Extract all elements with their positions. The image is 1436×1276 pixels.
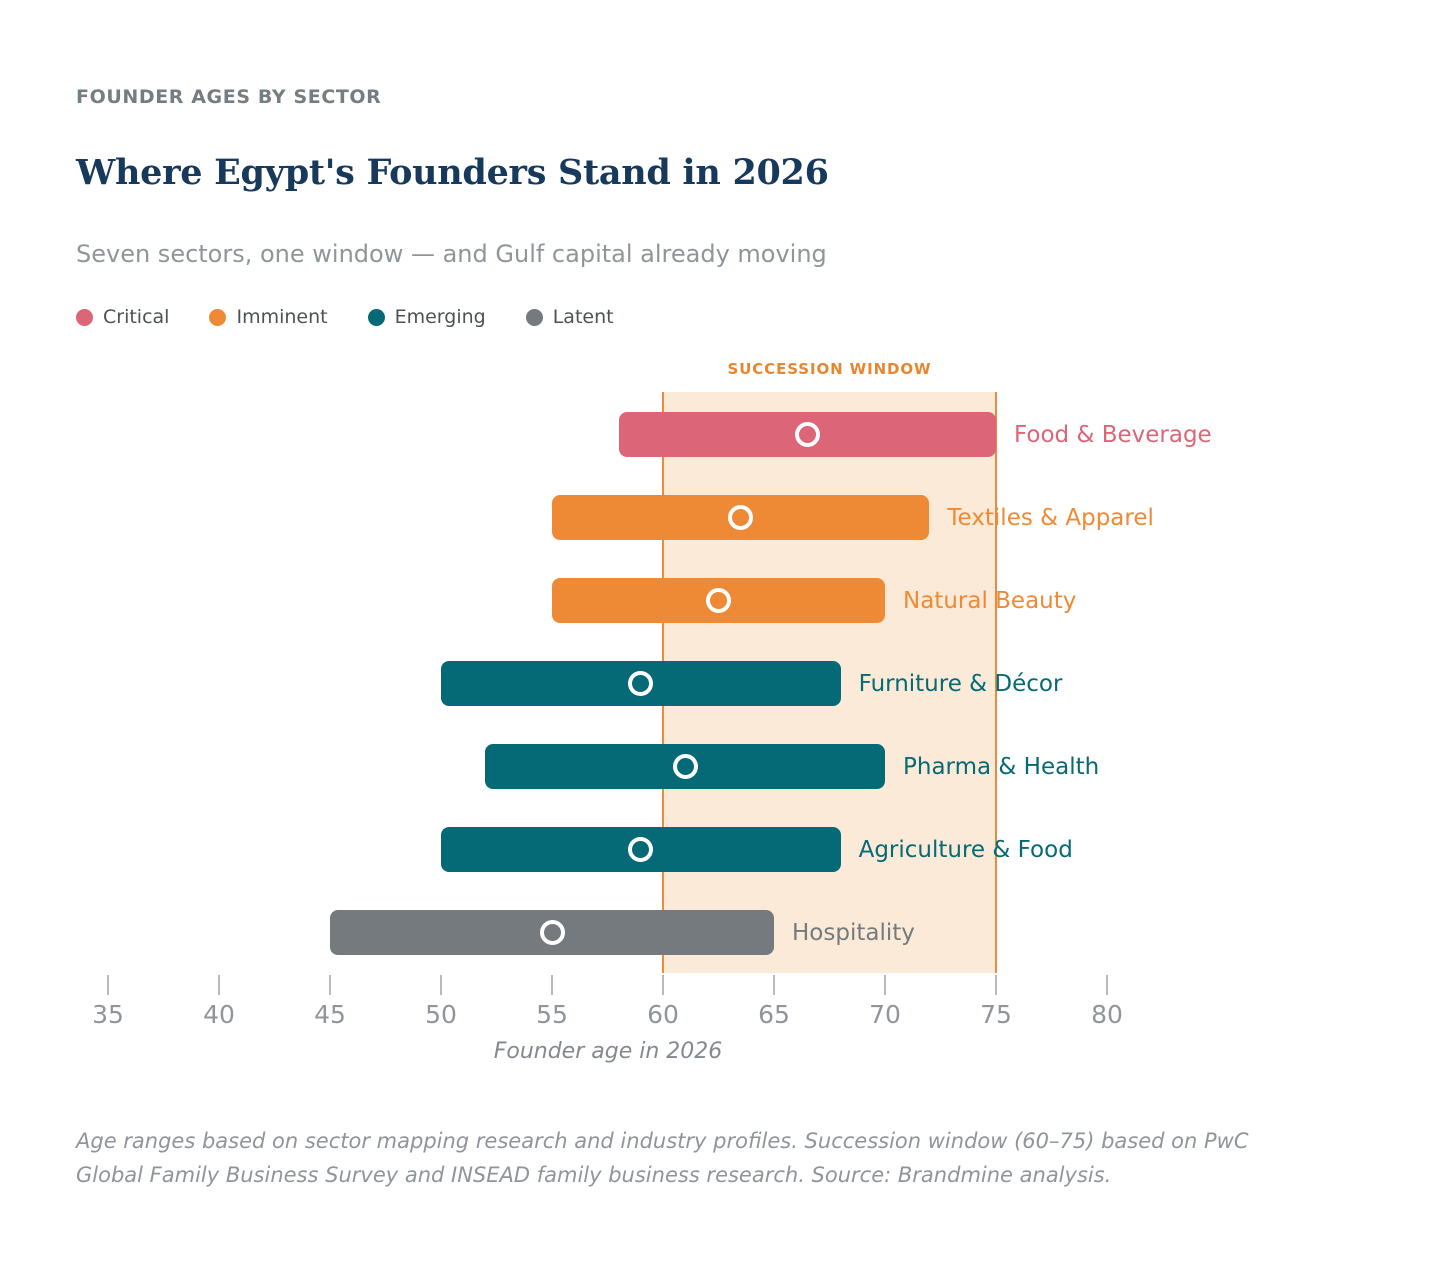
midpoint-marker-icon — [539, 920, 565, 945]
legend-item: Latent — [525, 306, 614, 328]
midpoint-marker-icon — [672, 754, 698, 779]
legend-dot-icon — [525, 308, 543, 326]
legend-item: Critical — [76, 306, 169, 328]
legend-label: Emerging — [394, 306, 486, 328]
midpoint-marker-icon — [794, 422, 820, 447]
legend: Critical Imminent Emerging Latent — [76, 306, 614, 328]
midpoint-marker-icon — [728, 505, 754, 530]
sector-label: Pharma & Health — [903, 753, 1100, 780]
sector-label: Agriculture & Food — [858, 836, 1073, 863]
x-tick — [884, 975, 886, 995]
x-tick-label: 50 — [425, 1000, 457, 1029]
x-tick — [773, 975, 775, 995]
sector-label: Natural Beauty — [903, 587, 1077, 614]
x-tick — [329, 975, 331, 995]
x-tick-label: 65 — [758, 1000, 790, 1029]
midpoint-marker-icon — [706, 588, 731, 613]
x-tick-label: 70 — [869, 1000, 901, 1029]
legend-item: Imminent — [209, 306, 328, 328]
legend-label: Latent — [552, 306, 614, 328]
x-tick — [218, 975, 220, 995]
x-tick — [551, 975, 553, 995]
x-axis-label: Founder age in 2026 — [493, 1039, 723, 1064]
x-tick-label: 55 — [536, 1000, 568, 1029]
sector-label: Textiles & Apparel — [947, 504, 1154, 531]
sector-label: Hospitality — [792, 919, 915, 946]
x-tick-label: 35 — [92, 1000, 124, 1029]
legend-label: Critical — [103, 306, 170, 328]
midpoint-marker-icon — [628, 671, 654, 696]
x-tick — [1106, 975, 1108, 995]
legend-label: Imminent — [236, 306, 328, 328]
subtitle: Seven sectors, one window — and Gulf cap… — [76, 240, 827, 268]
plot-area: SUCCESSION WINDOW Food & Beverage Textile… — [0, 360, 1436, 1076]
x-tick — [107, 975, 109, 995]
x-tick-label: 80 — [1091, 1000, 1123, 1029]
x-tick — [995, 975, 997, 995]
x-tick-label: 75 — [980, 1000, 1012, 1029]
legend-item: Emerging — [367, 306, 486, 328]
legend-dot-icon — [76, 308, 93, 326]
legend-dot-icon — [367, 308, 385, 326]
footnote: Age ranges based on sector mapping resea… — [76, 1129, 1249, 1188]
sector-label: Furniture & Décor — [858, 670, 1063, 697]
x-tick — [440, 975, 442, 995]
succession-window-label: SUCCESSION WINDOW — [727, 360, 932, 378]
midpoint-marker-icon — [628, 837, 654, 862]
x-tick — [662, 975, 664, 995]
sector-label: Food & Beverage — [1014, 421, 1212, 448]
x-tick-label: 40 — [203, 1000, 235, 1029]
legend-dot-icon — [209, 308, 227, 326]
x-tick-label: 45 — [314, 1000, 346, 1029]
kicker: FOUNDER AGES BY SECTOR — [76, 86, 382, 108]
x-tick-label: 60 — [647, 1000, 679, 1029]
page-title: Where Egypt's Founders Stand in 2026 — [76, 152, 829, 193]
